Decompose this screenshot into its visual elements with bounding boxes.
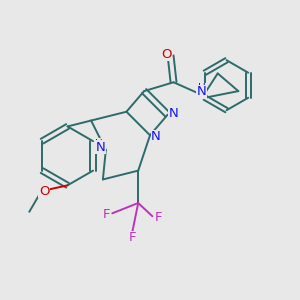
Text: N: N <box>96 141 105 154</box>
Text: H: H <box>198 83 206 93</box>
Text: O: O <box>161 48 171 61</box>
Text: N: N <box>151 130 161 143</box>
Text: N: N <box>197 85 206 98</box>
Text: H: H <box>95 139 103 148</box>
Text: O: O <box>39 185 49 198</box>
Text: F: F <box>103 208 110 221</box>
Text: F: F <box>129 231 136 244</box>
Text: F: F <box>154 211 162 224</box>
Text: N: N <box>169 107 178 120</box>
